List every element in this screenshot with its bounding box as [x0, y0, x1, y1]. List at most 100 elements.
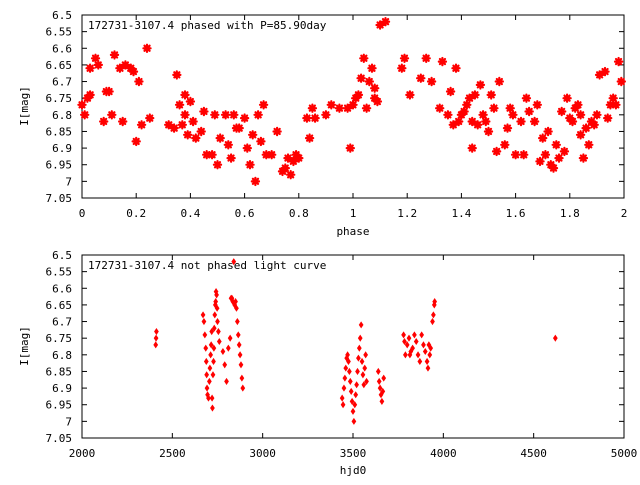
data-point [164, 120, 174, 130]
data-point [343, 364, 349, 372]
data-point [575, 130, 586, 140]
x-tick-label: 0.8 [289, 207, 309, 220]
y-tick-label: 6.8 [52, 349, 72, 362]
x-tick-label: 2 [621, 207, 628, 220]
data-point [85, 63, 95, 73]
data-point [478, 110, 488, 120]
y-tick-label: 6.7 [52, 76, 72, 89]
data-point [134, 76, 144, 87]
data-point [519, 150, 529, 160]
y-tick-label: 6.6 [52, 42, 72, 55]
data-point [425, 364, 431, 372]
data-point [212, 311, 218, 319]
data-point [90, 53, 101, 63]
data-point [201, 318, 207, 326]
data-point [462, 100, 472, 110]
data-point [206, 394, 211, 402]
data-point [402, 337, 407, 346]
data-point [310, 113, 320, 123]
data-point [491, 146, 502, 157]
x-tick-label: 5000 [611, 447, 638, 460]
data-point [426, 76, 437, 87]
data-point [353, 391, 359, 399]
y-tick-label: 7 [65, 415, 72, 428]
data-point [521, 93, 532, 103]
data-point [348, 100, 358, 110]
data-point [153, 334, 159, 342]
data-point [213, 298, 219, 306]
data-point [321, 110, 331, 120]
data-point [486, 90, 496, 100]
x-axis-label: hjd0 [340, 464, 367, 477]
data-point [174, 100, 185, 110]
data-point [437, 56, 448, 67]
data-point [421, 341, 426, 349]
data-point [207, 150, 217, 160]
data-point [226, 153, 236, 163]
data-point [210, 110, 220, 120]
data-point [473, 120, 483, 130]
data-point [223, 140, 233, 150]
data-point [575, 110, 586, 120]
data-point [215, 133, 225, 143]
data-point [283, 153, 293, 163]
data-point [489, 103, 499, 113]
x-tick-label: 1.4 [451, 207, 471, 220]
data-point [256, 136, 266, 147]
data-point [128, 66, 139, 77]
x-tick-label: 0 [79, 207, 86, 220]
data-point [258, 100, 269, 110]
data-point [535, 156, 545, 167]
data-point [131, 136, 141, 147]
data-point [204, 384, 210, 392]
data-point [196, 126, 206, 137]
data-point [375, 367, 381, 375]
data-point [202, 331, 208, 339]
data-point [231, 258, 237, 266]
data-point [352, 401, 358, 409]
data-point [199, 106, 209, 117]
data-point [502, 123, 513, 133]
data-point [346, 357, 351, 366]
x-tick-label: 1.2 [397, 207, 417, 220]
data-point [554, 153, 564, 163]
data-point [153, 341, 159, 349]
data-point [529, 116, 540, 127]
y-tick-label: 7.05 [46, 192, 73, 205]
x-tick-label: 2000 [69, 447, 96, 460]
data-point [427, 351, 433, 359]
data-point [613, 56, 624, 67]
y-tick-label: 6.5 [52, 9, 72, 22]
data-point [339, 394, 345, 402]
data-point [345, 143, 355, 153]
data-point [361, 381, 367, 389]
data-point [608, 93, 618, 103]
data-point [516, 116, 526, 127]
data-point [341, 384, 347, 392]
data-point [594, 70, 605, 80]
data-point [345, 351, 350, 359]
data-point [216, 337, 222, 346]
data-point [280, 163, 290, 173]
data-point [204, 371, 210, 379]
data-point [248, 130, 258, 140]
data-point [355, 367, 360, 375]
data-point [421, 53, 431, 63]
data-point [286, 170, 296, 180]
y-tick-label: 6.5 [52, 249, 72, 262]
data-point [237, 351, 243, 359]
data-point [349, 397, 355, 405]
data-point [404, 341, 410, 349]
data-point [242, 143, 252, 153]
data-point [379, 397, 385, 405]
x-tick-label: 0.2 [126, 207, 146, 220]
data-point [417, 357, 423, 366]
chart-title: 172731-3107.4 phased with P=85.90day [88, 19, 327, 32]
data-point [589, 120, 599, 130]
data-point [120, 60, 131, 70]
data-point [200, 311, 206, 319]
data-point [616, 76, 626, 87]
x-tick-label: 0.4 [180, 207, 200, 220]
